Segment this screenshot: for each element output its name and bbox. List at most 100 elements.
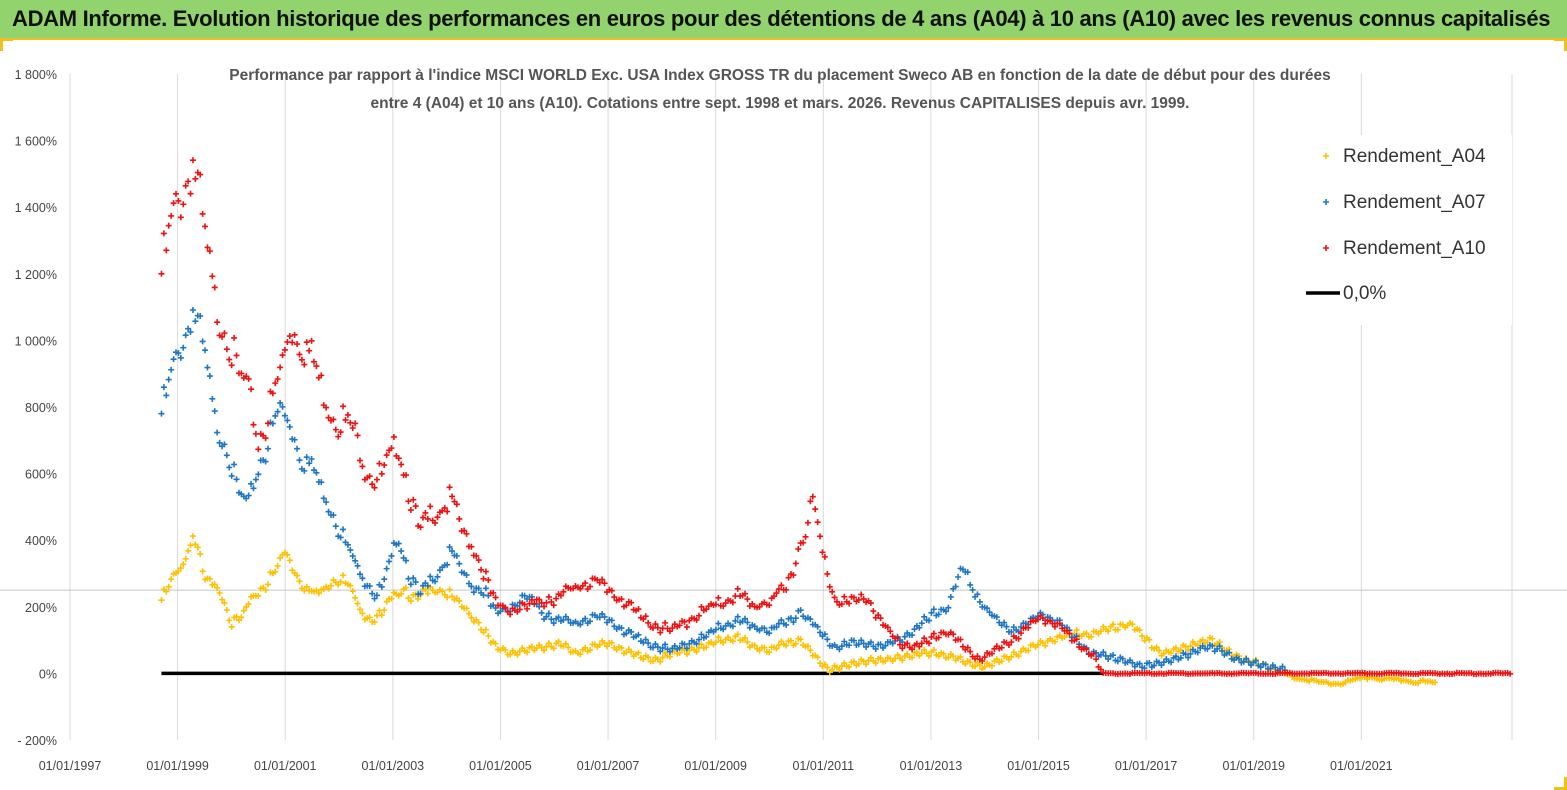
data-point xyxy=(1088,633,1095,640)
data-point xyxy=(652,621,659,628)
data-point xyxy=(1056,620,1063,627)
data-point xyxy=(744,619,751,626)
data-point xyxy=(524,605,531,612)
x-tick-label: 01/01/2001 xyxy=(254,759,317,773)
data-point xyxy=(383,452,390,459)
data-point xyxy=(332,426,339,433)
data-point xyxy=(821,661,828,668)
data-point xyxy=(703,644,710,651)
data-point xyxy=(349,553,356,560)
data-point xyxy=(395,455,402,462)
data-point xyxy=(1025,647,1032,654)
data-point xyxy=(444,594,451,601)
data-point xyxy=(313,363,320,370)
data-point xyxy=(642,613,649,620)
data-point xyxy=(390,433,397,440)
data-point xyxy=(1279,663,1286,670)
data-point xyxy=(766,602,773,609)
data-point xyxy=(608,587,615,594)
data-point xyxy=(209,273,216,280)
data-point xyxy=(337,429,344,436)
data-point xyxy=(703,633,710,640)
data-point xyxy=(732,617,739,624)
data-point xyxy=(248,480,255,487)
data-point xyxy=(860,595,867,602)
data-point xyxy=(274,375,281,382)
data-point xyxy=(1003,623,1010,630)
data-point xyxy=(206,248,213,255)
data-point xyxy=(170,200,177,207)
legend-marker xyxy=(1323,199,1329,205)
data-point xyxy=(964,644,971,651)
data-point xyxy=(662,641,669,648)
data-point xyxy=(206,575,213,582)
data-point xyxy=(778,617,785,624)
data-point xyxy=(858,637,865,644)
data-point xyxy=(1090,650,1097,657)
data-point xyxy=(538,609,545,616)
data-point xyxy=(386,558,393,565)
data-point xyxy=(817,629,824,636)
x-tick-label: 01/01/1997 xyxy=(39,759,102,773)
data-point xyxy=(398,548,405,555)
data-point xyxy=(337,534,344,541)
data-point xyxy=(988,650,995,657)
data-point xyxy=(804,643,811,650)
data-point xyxy=(930,606,937,613)
data-point xyxy=(185,325,192,332)
data-point xyxy=(369,481,376,488)
data-point xyxy=(846,642,853,649)
data-point xyxy=(916,643,923,650)
data-point xyxy=(550,602,557,609)
data-point xyxy=(666,653,673,660)
data-point xyxy=(872,645,879,652)
data-point xyxy=(935,653,942,660)
data-point xyxy=(698,603,705,610)
data-point xyxy=(407,507,414,514)
data-point xyxy=(1051,623,1058,630)
data-point xyxy=(371,595,378,602)
data-point xyxy=(841,660,848,667)
data-point xyxy=(189,306,196,313)
data-point xyxy=(846,600,853,607)
data-point xyxy=(1139,633,1146,640)
data-point xyxy=(1216,643,1223,650)
data-point xyxy=(209,395,216,402)
data-point xyxy=(492,640,499,647)
data-point xyxy=(741,615,748,622)
data-point xyxy=(838,643,845,650)
data-point xyxy=(1243,655,1250,662)
data-point xyxy=(262,458,269,465)
data-point xyxy=(340,572,347,579)
data-point xyxy=(601,580,608,587)
data-point xyxy=(482,626,489,633)
data-point xyxy=(337,578,344,585)
data-point xyxy=(582,644,589,651)
data-point xyxy=(693,616,700,623)
data-point xyxy=(272,412,279,419)
data-point xyxy=(804,519,811,526)
data-point xyxy=(565,616,572,623)
data-point xyxy=(729,638,736,645)
data-point xyxy=(1209,642,1216,649)
data-point xyxy=(635,606,642,613)
x-tick-label: 01/01/2013 xyxy=(900,759,963,773)
data-point xyxy=(1129,621,1136,628)
data-point xyxy=(277,554,284,561)
data-point xyxy=(921,635,928,642)
data-point xyxy=(909,646,916,653)
data-point xyxy=(388,552,395,559)
data-point xyxy=(197,171,204,178)
data-point xyxy=(182,332,189,339)
data-point xyxy=(928,634,935,641)
data-point xyxy=(882,642,889,649)
data-point xyxy=(712,601,719,608)
data-point xyxy=(475,585,482,592)
data-point xyxy=(352,594,359,601)
legend-marker xyxy=(1323,153,1329,159)
data-point xyxy=(226,356,233,363)
data-point xyxy=(1097,666,1104,673)
data-point xyxy=(296,578,303,585)
data-point xyxy=(1187,643,1194,650)
data-point xyxy=(921,646,928,653)
